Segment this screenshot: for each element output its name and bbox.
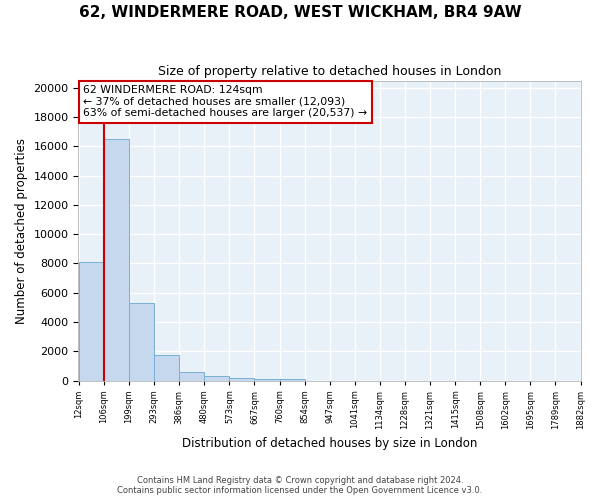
Bar bbox=[154, 355, 179, 380]
Text: Contains HM Land Registry data © Crown copyright and database right 2024.
Contai: Contains HM Land Registry data © Crown c… bbox=[118, 476, 482, 495]
Bar bbox=[104, 139, 129, 380]
X-axis label: Distribution of detached houses by size in London: Distribution of detached houses by size … bbox=[182, 437, 477, 450]
Bar bbox=[229, 378, 254, 380]
Text: 62, WINDERMERE ROAD, WEST WICKHAM, BR4 9AW: 62, WINDERMERE ROAD, WEST WICKHAM, BR4 9… bbox=[79, 5, 521, 20]
Bar bbox=[79, 262, 104, 380]
Bar bbox=[205, 376, 229, 380]
Bar bbox=[129, 303, 154, 380]
Y-axis label: Number of detached properties: Number of detached properties bbox=[15, 138, 28, 324]
Title: Size of property relative to detached houses in London: Size of property relative to detached ho… bbox=[158, 65, 501, 78]
Text: 62 WINDERMERE ROAD: 124sqm
← 37% of detached houses are smaller (12,093)
63% of : 62 WINDERMERE ROAD: 124sqm ← 37% of deta… bbox=[83, 85, 368, 118]
Bar bbox=[254, 379, 280, 380]
Bar bbox=[280, 379, 305, 380]
Bar bbox=[179, 372, 205, 380]
